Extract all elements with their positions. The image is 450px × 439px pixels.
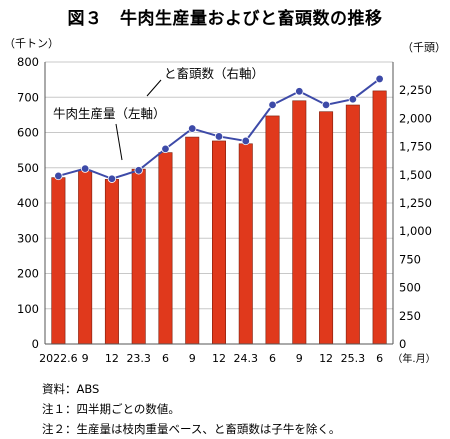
y-right-tick-label: 2,250 <box>399 83 432 97</box>
bar <box>345 104 360 345</box>
line-point <box>268 100 277 110</box>
x-tick-label: 9 <box>296 352 303 365</box>
x-tick-label: 6 <box>269 352 276 365</box>
bar <box>78 170 93 345</box>
line-point <box>214 132 224 141</box>
chart-title: 図３ 牛肉生産量およびと畜頭数の推移 <box>67 9 383 29</box>
y-left-tick-label: 700 <box>17 90 39 104</box>
line-point <box>348 95 358 104</box>
y-left-tick-label: 500 <box>17 161 39 175</box>
bar <box>372 90 387 345</box>
x-tick-label: 6 <box>162 352 169 365</box>
x-tick-label: 12 <box>105 352 119 365</box>
y-right-tick-label: 500 <box>399 281 421 295</box>
bar <box>238 143 253 345</box>
bar <box>265 115 280 345</box>
x-tick-label: 12 <box>212 352 226 365</box>
y-left-tick-label: 300 <box>17 231 39 245</box>
series-leader-bars <box>115 123 123 161</box>
chart-notes: 資料：ABS 注１：四半期ごとの数値。 注２：生産量は枝肉重量ベース、と畜頭数は… <box>42 379 340 439</box>
bar <box>292 100 307 345</box>
line-point <box>375 74 384 84</box>
series-leader-line <box>146 79 162 97</box>
x-tick-label: 24.3 <box>234 352 259 365</box>
y-right-axis-label: （千頭） <box>402 41 446 54</box>
x-tick-label: 9 <box>82 352 89 365</box>
bar <box>51 177 66 345</box>
note-source: 資料：ABS <box>42 382 100 396</box>
x-tick-label: 25.3 <box>341 352 366 365</box>
line-point <box>134 166 143 175</box>
note-1: 注１：四半期ごとの数値。 <box>42 402 180 416</box>
x-axis-unit-label: （年.月） <box>392 352 435 365</box>
y-left-tick-label: 0 <box>32 337 39 351</box>
note-2: 注２：生産量は枝肉重量ベース、と畜頭数は子牛を除く。 <box>42 422 341 436</box>
bar-series <box>51 90 387 345</box>
x-tick-label: 2022.6 <box>39 352 78 365</box>
axis-labels: 0 100 200 300 400 500 600 700 800 0 250 500 750 1,000… <box>4 37 446 365</box>
x-tick-label: 12 <box>319 352 333 365</box>
y-right-tick-label: 2,000 <box>399 111 432 125</box>
y-left-tick-label: 100 <box>17 302 39 316</box>
line-point <box>107 174 117 183</box>
x-tick-label: 6 <box>376 352 383 365</box>
y-right-tick-label: 250 <box>399 309 421 323</box>
bar <box>104 179 119 345</box>
chart-plot: 0 100 200 300 400 500 600 700 800 0 250 500 750 1,000… <box>4 37 446 365</box>
bar <box>158 152 173 345</box>
line-point <box>161 144 170 154</box>
series-label-bars: 牛肉生産量（左軸） <box>53 106 166 121</box>
series-label-line: と畜頭数（右軸） <box>164 66 264 81</box>
x-tick-label: 9 <box>189 352 196 365</box>
line-point <box>321 100 331 110</box>
line-point <box>188 124 197 133</box>
bar <box>131 168 146 345</box>
y-right-tick-label: 0 <box>399 337 406 351</box>
y-left-axis-label: （千トン） <box>4 37 59 50</box>
line-point <box>241 136 250 146</box>
bar <box>212 140 226 345</box>
y-right-tick-label: 1,250 <box>399 196 432 210</box>
line-point <box>80 164 90 173</box>
bar <box>319 111 334 345</box>
x-tick-label: 23.3 <box>126 352 151 365</box>
bar <box>185 136 200 345</box>
y-right-tick-label: 1,750 <box>399 140 432 154</box>
y-left-tick-label: 600 <box>17 126 39 140</box>
line-point <box>295 87 304 96</box>
axes <box>44 62 394 345</box>
y-right-tick-label: 1,000 <box>399 224 432 238</box>
y-right-tick-label: 750 <box>399 252 421 266</box>
line-point <box>54 171 63 181</box>
line-series <box>54 74 384 183</box>
y-left-tick-label: 200 <box>17 267 39 281</box>
y-left-tick-label: 800 <box>17 55 39 69</box>
y-left-tick-label: 400 <box>17 196 39 210</box>
y-right-tick-label: 1,500 <box>399 168 432 182</box>
